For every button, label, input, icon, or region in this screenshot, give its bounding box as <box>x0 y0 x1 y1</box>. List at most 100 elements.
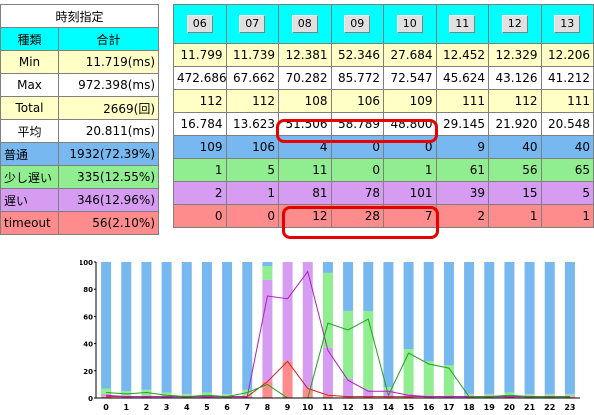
value-cell: 29.145 <box>435 112 489 136</box>
value-cell: 101 <box>383 181 437 205</box>
bar-slow-2 <box>141 395 152 397</box>
bar-slightly_slow-6 <box>222 393 233 396</box>
bar-slow-21 <box>524 395 535 397</box>
bar-timeout-22 <box>544 396 555 398</box>
bar-slightly_slow-13 <box>363 310 374 390</box>
value-cell: 72.547 <box>383 66 437 90</box>
row-slow: 2 1 81 78 101 39 15 5 <box>173 181 594 205</box>
value-cell: 16.784 <box>173 112 227 136</box>
value-cell: 1 <box>383 158 437 182</box>
bar-slow-4 <box>181 395 192 397</box>
value-cell: 27.684 <box>383 43 437 67</box>
value-cell: 12.206 <box>540 43 594 67</box>
line-timeout <box>106 360 570 398</box>
value-cell: 11 <box>278 158 332 182</box>
x-tick-label: 1 <box>123 403 129 412</box>
row-min: Min 11.719(ms) <box>0 50 160 74</box>
y-tick-label: 60 <box>83 313 93 321</box>
bar-slightly_slow-19 <box>484 393 495 396</box>
bar-normal-23 <box>564 262 575 394</box>
value-cell: 21.920 <box>488 112 542 136</box>
x-tick-label: 16 <box>423 403 435 412</box>
bar-slightly_slow-23 <box>564 393 575 396</box>
y-tick-label: 100 <box>80 259 93 267</box>
value-cell: 109 <box>383 89 437 113</box>
row-max: Max 972.398(ms) <box>0 73 160 97</box>
bar-slow-8 <box>262 279 273 382</box>
x-tick-label: 3 <box>164 403 170 412</box>
x-tick-label: 2 <box>144 403 150 412</box>
value-cell: 5 <box>540 181 594 205</box>
value-cell: 1 <box>488 204 542 228</box>
value-cell: 39 <box>435 181 489 205</box>
bar-slow-22 <box>544 395 555 397</box>
hour-header-cell: 12 <box>488 4 542 44</box>
value-cell: 13.623 <box>225 112 279 136</box>
bar-timeout-10 <box>302 388 313 398</box>
bar-timeout-15 <box>403 396 414 398</box>
value-cell: 70.282 <box>278 66 332 90</box>
bar-slightly_slow-20 <box>504 392 515 396</box>
bar-timeout-8 <box>262 381 273 398</box>
hour-button[interactable]: 12 <box>501 15 528 33</box>
hour-button[interactable]: 08 <box>291 15 318 33</box>
value-cell: 40 <box>540 135 594 159</box>
bar-timeout-0 <box>101 396 112 398</box>
bar-slow-1 <box>121 395 132 397</box>
hour-header-cell: 10 <box>383 4 437 44</box>
bar-timeout-9 <box>282 361 293 398</box>
bar-normal-3 <box>161 262 172 393</box>
row-label: 遅い <box>0 188 59 212</box>
bar-normal-2 <box>141 262 152 390</box>
value-cell: 0 <box>383 135 437 159</box>
x-tick-label: 21 <box>524 403 536 412</box>
hourly-table: 06 07 08 09 10 11 12 13 11.799 11.739 12.381 52.346… <box>173 4 594 228</box>
hour-header-row: 06 07 08 09 10 11 12 13 <box>173 4 594 44</box>
hour-button[interactable]: 11 <box>449 15 476 33</box>
hour-header-cell: 09 <box>330 4 384 44</box>
value-cell: 85.772 <box>330 66 384 90</box>
column-header-total: 合計 <box>57 27 160 51</box>
value-cell: 106 <box>225 135 279 159</box>
hour-button[interactable]: 07 <box>239 15 266 33</box>
highlight-timeout <box>282 206 439 239</box>
row-total: 11.719(ms) <box>57 50 160 74</box>
bar-normal-20 <box>504 262 515 393</box>
value-cell: 52.346 <box>330 43 384 67</box>
bar-timeout-21 <box>524 396 535 398</box>
hour-button[interactable]: 10 <box>396 15 423 33</box>
row-normal: 109 106 4 0 0 9 40 40 <box>173 135 594 159</box>
hour-button[interactable]: 13 <box>554 15 581 33</box>
row-label: 普通 <box>0 142 59 166</box>
bar-normal-17 <box>443 262 454 366</box>
bar-normal-22 <box>544 262 555 394</box>
y-tick-label: 40 <box>83 341 93 349</box>
bar-slow-17 <box>443 395 454 397</box>
bar-normal-15 <box>403 262 414 350</box>
row-slow: 遅い 346(12.96%) <box>0 188 160 212</box>
bar-timeout-17 <box>443 396 454 398</box>
bar-slow-6 <box>222 395 233 397</box>
hour-button[interactable]: 09 <box>344 15 371 33</box>
value-cell: 11.799 <box>173 43 227 67</box>
bar-timeout-7 <box>242 396 253 398</box>
bar-slow-16 <box>423 395 434 397</box>
row-label: timeout <box>0 211 59 235</box>
value-cell: 12.329 <box>488 43 542 67</box>
x-tick-label: 19 <box>484 403 496 412</box>
value-cell: 111 <box>540 89 594 113</box>
bar-normal-4 <box>181 262 192 394</box>
y-tick-label: 80 <box>83 286 93 294</box>
value-cell: 45.624 <box>435 66 489 90</box>
value-cell: 11.739 <box>225 43 279 67</box>
bar-timeout-11 <box>322 395 333 398</box>
bar-timeout-14 <box>383 396 394 398</box>
value-cell: 0 <box>330 158 384 182</box>
column-header-type: 種類 <box>0 27 59 51</box>
bar-slightly_slow-1 <box>121 391 132 396</box>
value-cell: 1 <box>540 204 594 228</box>
value-cell: 112 <box>488 89 542 113</box>
bar-slow-3 <box>161 395 172 397</box>
bar-slightly_slow-15 <box>403 349 414 394</box>
hour-button[interactable]: 06 <box>186 15 213 33</box>
